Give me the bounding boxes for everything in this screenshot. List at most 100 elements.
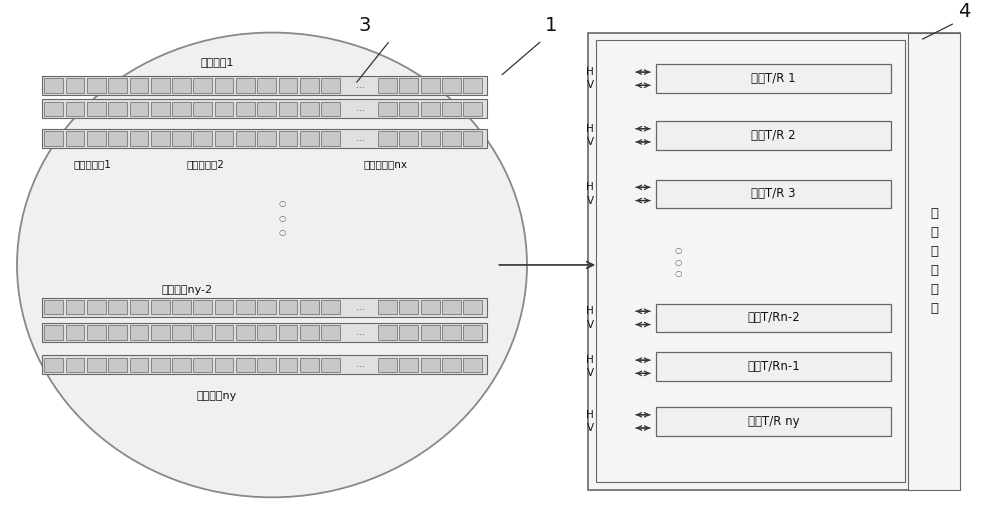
Text: 行馈内子阵2: 行馈内子阵2 [186, 159, 224, 169]
Bar [236, 300, 255, 314]
Bar [321, 358, 340, 372]
Bar [130, 131, 148, 146]
Bar [279, 131, 297, 146]
Bar [421, 131, 440, 146]
Text: 数字T/Rn-1: 数字T/Rn-1 [747, 360, 800, 373]
Bar [87, 326, 106, 340]
Bar [257, 300, 276, 314]
Bar [257, 131, 276, 146]
Bar [44, 326, 63, 340]
Bar [87, 131, 106, 146]
Text: ○: ○ [674, 258, 682, 267]
Bar [399, 78, 418, 93]
Bar [656, 304, 891, 332]
Bar [66, 131, 84, 146]
Text: H: H [586, 355, 594, 365]
Bar [300, 102, 319, 116]
Bar [87, 102, 106, 116]
Bar [321, 300, 340, 314]
Bar [279, 358, 297, 372]
Bar [463, 131, 482, 146]
Bar [42, 100, 487, 119]
Bar [257, 78, 276, 93]
Bar [236, 102, 255, 116]
Bar [236, 78, 255, 93]
Text: 数字T/R ny: 数字T/R ny [748, 415, 799, 428]
Bar [279, 326, 297, 340]
Bar [87, 358, 106, 372]
Bar [151, 78, 170, 93]
Text: ○: ○ [674, 246, 682, 255]
Bar [215, 358, 233, 372]
Bar [215, 102, 233, 116]
Bar [257, 358, 276, 372]
Text: 数
字
传
输
网
络: 数 字 传 输 网 络 [930, 207, 938, 315]
Text: 3: 3 [359, 15, 371, 35]
Bar [236, 326, 255, 340]
Bar [193, 78, 212, 93]
Bar [193, 326, 212, 340]
Bar [257, 326, 276, 340]
Text: 数字T/R 3: 数字T/R 3 [751, 188, 796, 200]
Bar [399, 300, 418, 314]
Bar [130, 78, 148, 93]
Bar [44, 102, 63, 116]
Bar [421, 358, 440, 372]
Text: V: V [587, 196, 594, 205]
Bar [279, 300, 297, 314]
Bar [151, 102, 170, 116]
Bar [399, 326, 418, 340]
Bar [172, 300, 191, 314]
Bar [172, 102, 191, 116]
Text: V: V [587, 80, 594, 90]
Bar [66, 300, 84, 314]
Bar [257, 102, 276, 116]
Bar [378, 300, 397, 314]
Bar [215, 131, 233, 146]
Bar [378, 78, 397, 93]
Bar [66, 78, 84, 93]
Text: 数字T/R 2: 数字T/R 2 [751, 129, 796, 142]
Text: ...: ... [356, 81, 365, 90]
Bar [442, 78, 461, 93]
Text: V: V [587, 319, 594, 330]
Bar [44, 358, 63, 372]
Bar [66, 102, 84, 116]
Text: ...: ... [356, 134, 365, 143]
Bar [656, 407, 891, 436]
Bar [321, 78, 340, 93]
Text: 数字T/Rn-2: 数字T/Rn-2 [747, 311, 800, 324]
Bar [421, 102, 440, 116]
Bar [378, 358, 397, 372]
Text: 数字T/R 1: 数字T/R 1 [751, 72, 796, 85]
Bar [378, 131, 397, 146]
Bar [399, 131, 418, 146]
Text: H: H [586, 67, 594, 77]
Bar [151, 300, 170, 314]
Text: 4: 4 [958, 2, 970, 21]
Bar [130, 358, 148, 372]
Bar [172, 78, 191, 93]
Bar [151, 326, 170, 340]
Text: ○: ○ [278, 214, 286, 223]
Bar [463, 102, 482, 116]
Bar [44, 131, 63, 146]
Text: 1: 1 [545, 15, 557, 35]
Bar [193, 300, 212, 314]
Text: V: V [587, 137, 594, 147]
Bar [151, 358, 170, 372]
Bar [215, 326, 233, 340]
Text: H: H [586, 306, 594, 316]
Bar [300, 300, 319, 314]
Bar [172, 358, 191, 372]
Bar [108, 102, 127, 116]
Bar [44, 300, 63, 314]
Bar [321, 326, 340, 340]
Bar [108, 358, 127, 372]
Bar [279, 78, 297, 93]
Text: 行馈内子阵nx: 行馈内子阵nx [363, 159, 407, 169]
Bar [236, 131, 255, 146]
Ellipse shape [17, 33, 527, 497]
Bar [108, 300, 127, 314]
Bar [321, 131, 340, 146]
